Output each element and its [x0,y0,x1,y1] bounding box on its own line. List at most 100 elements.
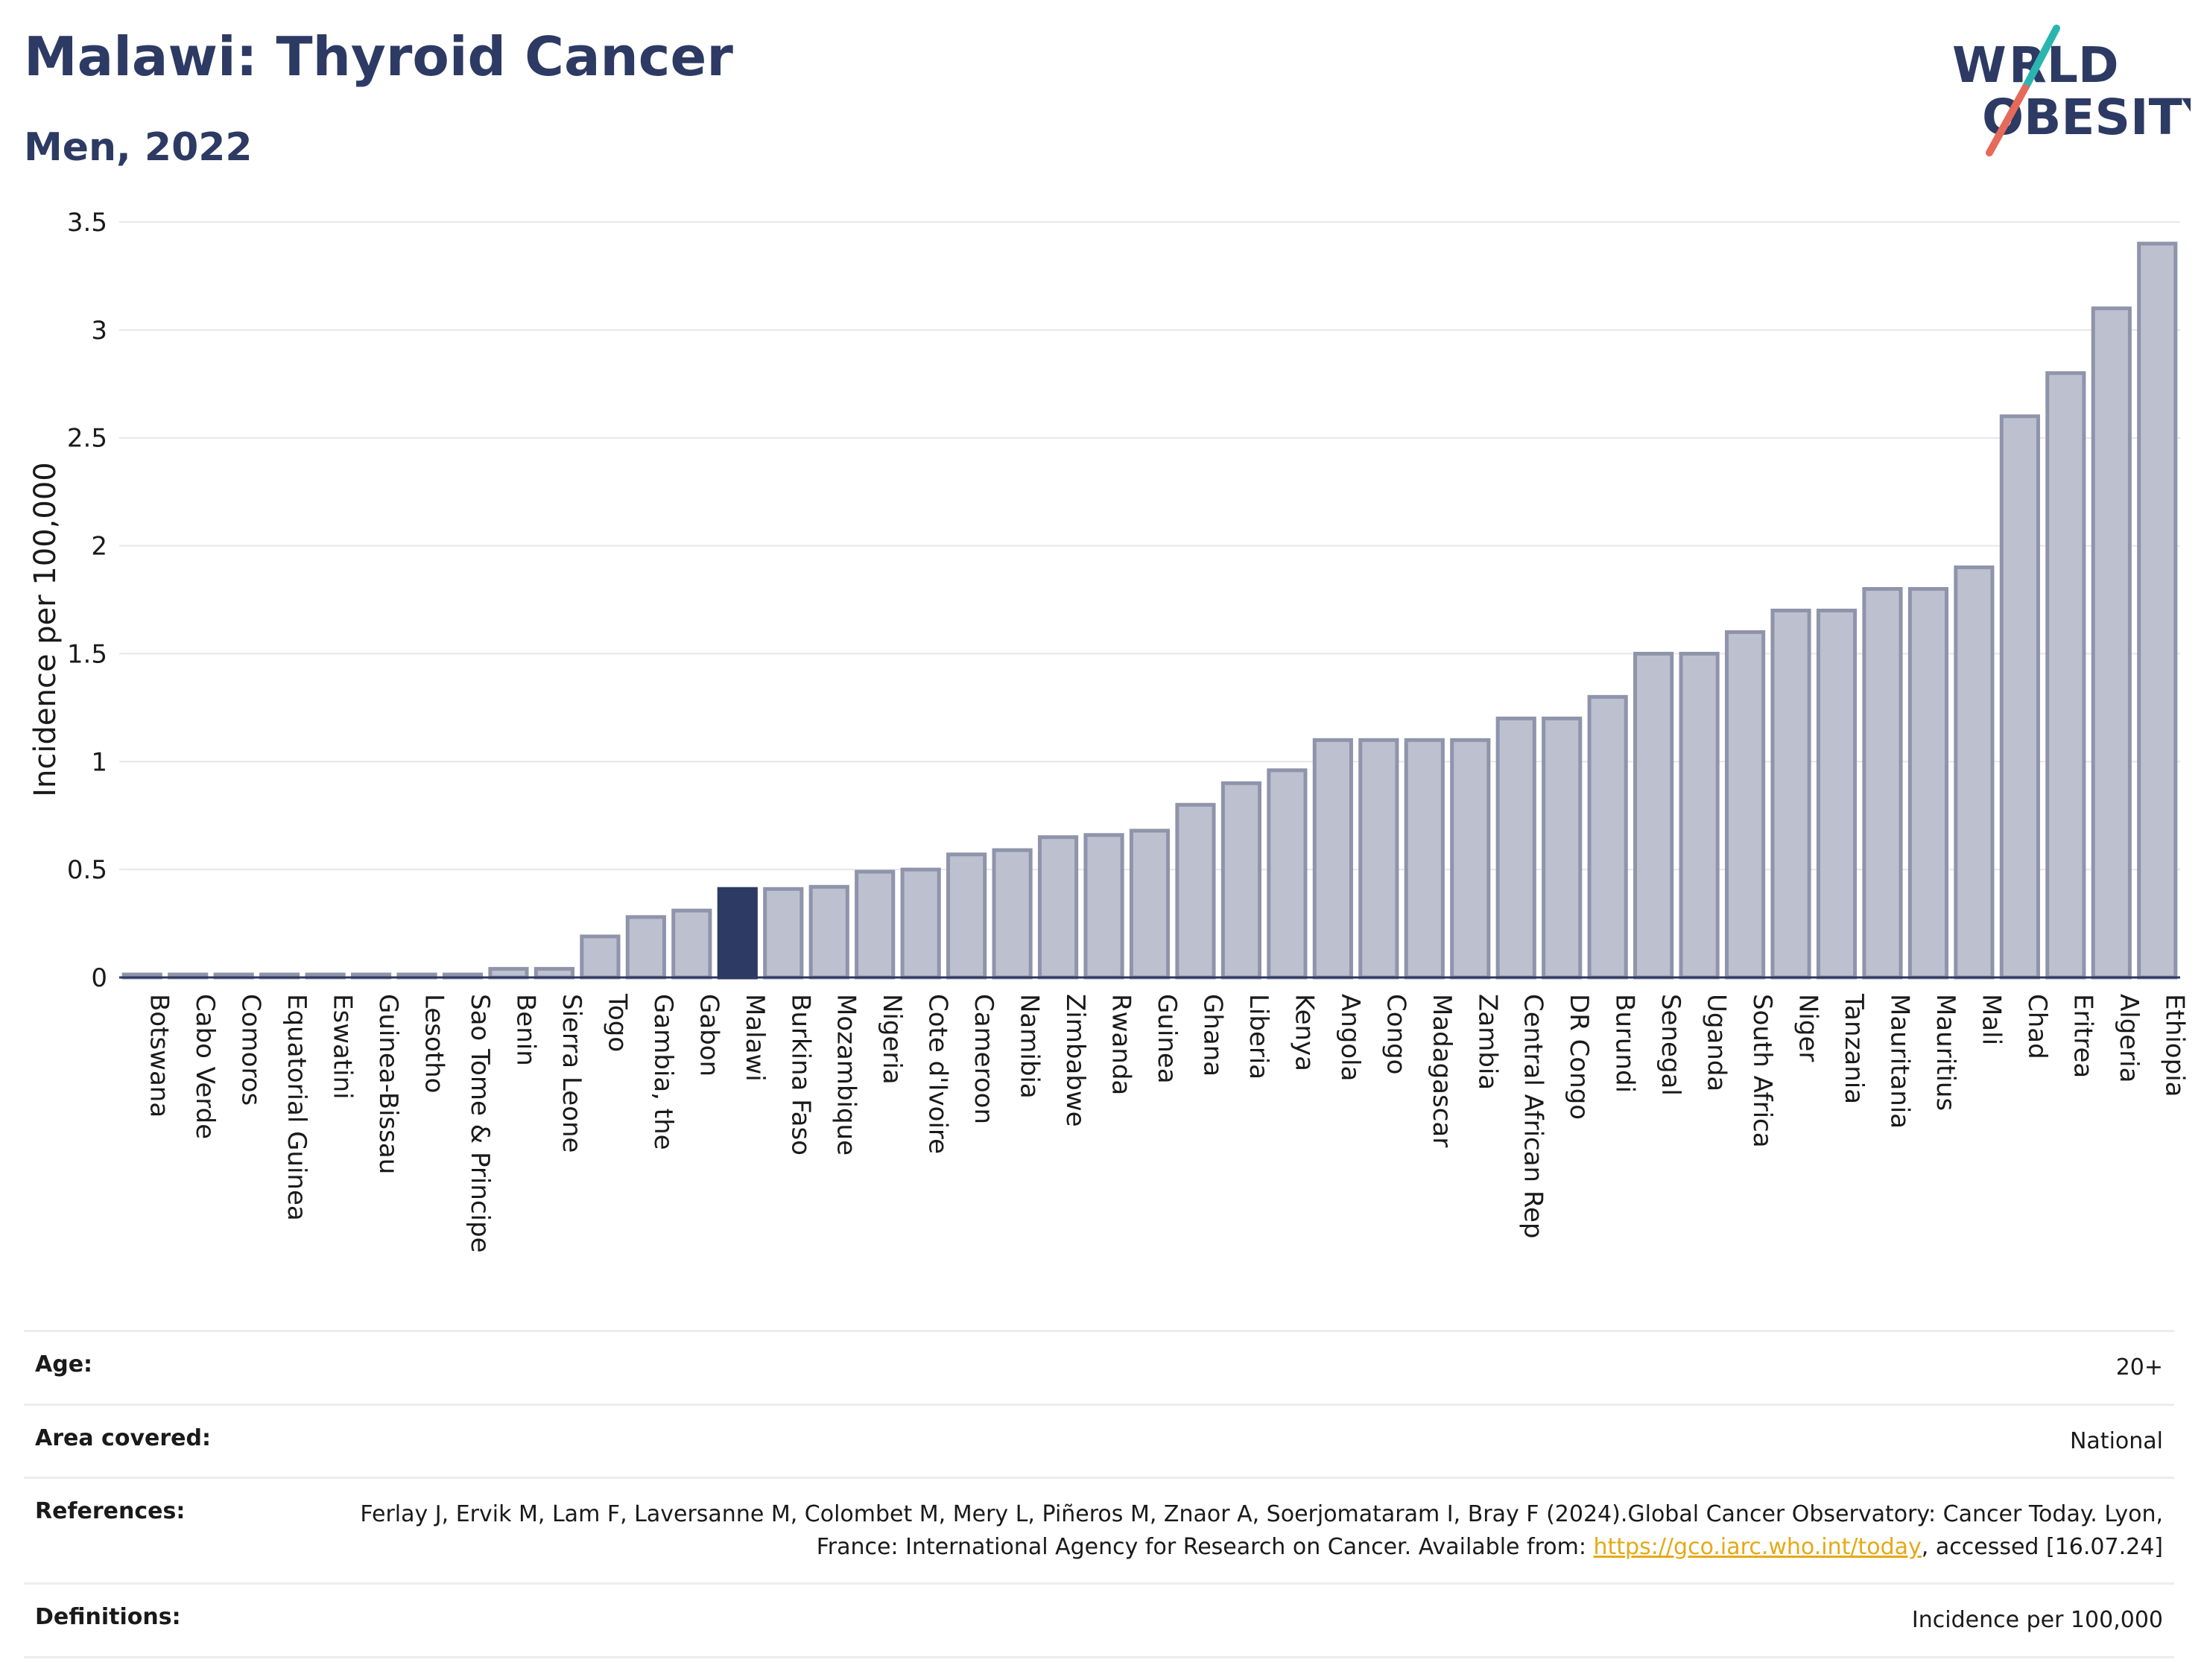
age-value: 20+ [2115,1354,2163,1381]
x-tick-label: Algeria [2114,994,2144,1083]
bar-namibia [992,848,1033,980]
x-tick-label: Zambia [1472,994,1502,1090]
bar-burkina-faso [763,887,804,980]
bar-nigeria [855,869,896,980]
info-row-area: Area covered: National [24,1403,2174,1477]
bar-mozambique [808,884,849,980]
x-tick-label: Gambia, the [648,994,678,1150]
references-link[interactable]: https://gco.iarc.who.int/today [1593,1533,1922,1560]
x-tick-label: Guinea [1152,994,1182,1084]
x-tick-label: Malawi [740,994,770,1082]
age-label: Age: [35,1351,93,1378]
area-label: Area covered: [35,1424,211,1451]
x-tick-label: Equatorial Guinea [282,994,311,1221]
bar-congo [1358,738,1399,980]
x-tick-label: Cote d'Ivoire [923,994,953,1154]
x-tick-label: Niger [1793,994,1823,1062]
bar-dr-congo [1542,716,1583,980]
bar-zambia [1450,738,1491,980]
y-tick-label: 1 [91,747,107,777]
x-tick-label: Sao Tome & Principe [465,994,495,1253]
bar-algeria [2091,306,2132,980]
x-tick-label: Congo [1381,994,1410,1074]
x-tick-label: Burundi [1610,994,1640,1093]
info-row-references: References: Ferlay J, Ervik M, Lam F, La… [24,1477,2174,1582]
x-tick-label: South Africa [1747,994,1777,1148]
x-tick-label: Nigeria [877,994,907,1085]
definitions-value: Incidence per 100,000 [1911,1607,2163,1633]
x-axis-labels: Botswana Cabo Verde Comoros Equatorial Guin… [145,993,2190,1253]
bar-eritrea [2045,371,2086,980]
references-value: Ferlay J, Ervik M, Lam F, Laversanne M, … [348,1498,2163,1563]
x-tick-label: Guinea-Bissau [373,994,403,1174]
bar-zimbabwe [1037,835,1079,980]
y-tick-label: 0.5 [67,855,107,885]
x-tick-label: Togo [602,993,632,1052]
bar-angola [1312,738,1353,980]
bar-rwanda [1083,833,1124,980]
x-tick-label: Central African Rep [1519,994,1548,1239]
bar-niger [1770,608,1811,980]
x-tick-label: Chad [2022,994,2052,1059]
x-tick-label: Tanzania [1839,993,1869,1104]
bar-burundi [1587,694,1628,980]
x-tick-label: Eritrea [2068,994,2097,1078]
y-axis-ticks: 0 0.5 1 1.5 2 2.5 3 3.5 [67,208,107,993]
bar-ghana [1175,802,1216,980]
y-tick-label: 2 [91,532,107,562]
references-text: Ferlay J, Ervik M, Lam F, Laversanne M, … [360,1501,2163,1560]
x-tick-label: Mozambique [832,994,861,1156]
bar-chad [1999,414,2040,980]
x-tick-label: Burkina Faso [785,994,815,1156]
bar-benin [488,966,529,980]
info-table: Age: 20+ Area covered: National Referenc… [24,1330,2174,1658]
x-tick-label: Sierra Leone [557,994,586,1153]
x-tick-label: Namibia [1015,994,1045,1099]
bar-liberia [1220,781,1262,980]
x-tick-label: Mauritania [1884,994,1914,1129]
y-tick-label: 2.5 [67,424,107,454]
x-tick-label: Cabo Verde [190,994,220,1139]
bar-gambia-the [625,915,666,980]
x-tick-label: Mauritius [1931,994,1960,1111]
bar-uganda [1679,651,1720,980]
bar-gabon [671,908,712,980]
bar-ethiopia [2137,241,2178,980]
x-tick-label: Ethiopia [2159,994,2189,1097]
x-tick-label: Gabon [694,994,723,1077]
definitions-label: Definitions: [35,1604,181,1630]
x-tick-label: Liberia [1244,994,1273,1080]
x-tick-label: Madagascar [1427,994,1457,1147]
info-row-definitions: Definitions: Incidence per 100,000 [24,1582,2174,1658]
bar-tanzania [1816,608,1858,980]
x-tick-label: Eswatini [328,994,358,1100]
bar-central-african-rep [1495,716,1536,980]
y-tick-label: 1.5 [67,639,107,669]
y-tick-label: 3 [91,316,107,346]
x-tick-label: Ghana [1197,994,1227,1077]
x-tick-label: Senegal [1656,994,1685,1096]
bars [121,241,2178,980]
bar-guinea [1129,828,1171,980]
y-axis-label: Incidence per 100,000 [28,462,63,797]
bar-togo [580,934,621,980]
world-obesity-logo: W RLD OBESITY [1952,25,2191,156]
x-tick-label: Mali [1976,994,2006,1045]
bar-mali [1954,565,1995,980]
x-tick-label: Uganda [1702,994,1732,1091]
x-tick-label: Zimbabwe [1060,994,1090,1127]
x-tick-label: Comoros [236,994,266,1106]
chart-title: Malawi: Thyroid Cancer [24,25,733,88]
x-tick-label: Kenya [1289,994,1319,1071]
y-tick-label: 3.5 [67,208,107,238]
info-row-age: Age: 20+ [24,1330,2174,1404]
x-tick-label: Lesotho [419,994,449,1093]
x-tick-label: Cameroon [969,994,998,1124]
bar-sierra-leone [533,966,575,980]
bar-kenya [1267,768,1308,980]
area-value: National [2069,1427,2163,1454]
bar-mauritania [1862,587,1903,980]
bar-senegal [1633,651,1674,980]
bar-chart: 0 0.5 1 1.5 2 2.5 3 3.5 Botswana Cabo Verde Comor… [28,208,2190,1253]
svg-text:OBESITY: OBESITY [1982,89,2191,146]
